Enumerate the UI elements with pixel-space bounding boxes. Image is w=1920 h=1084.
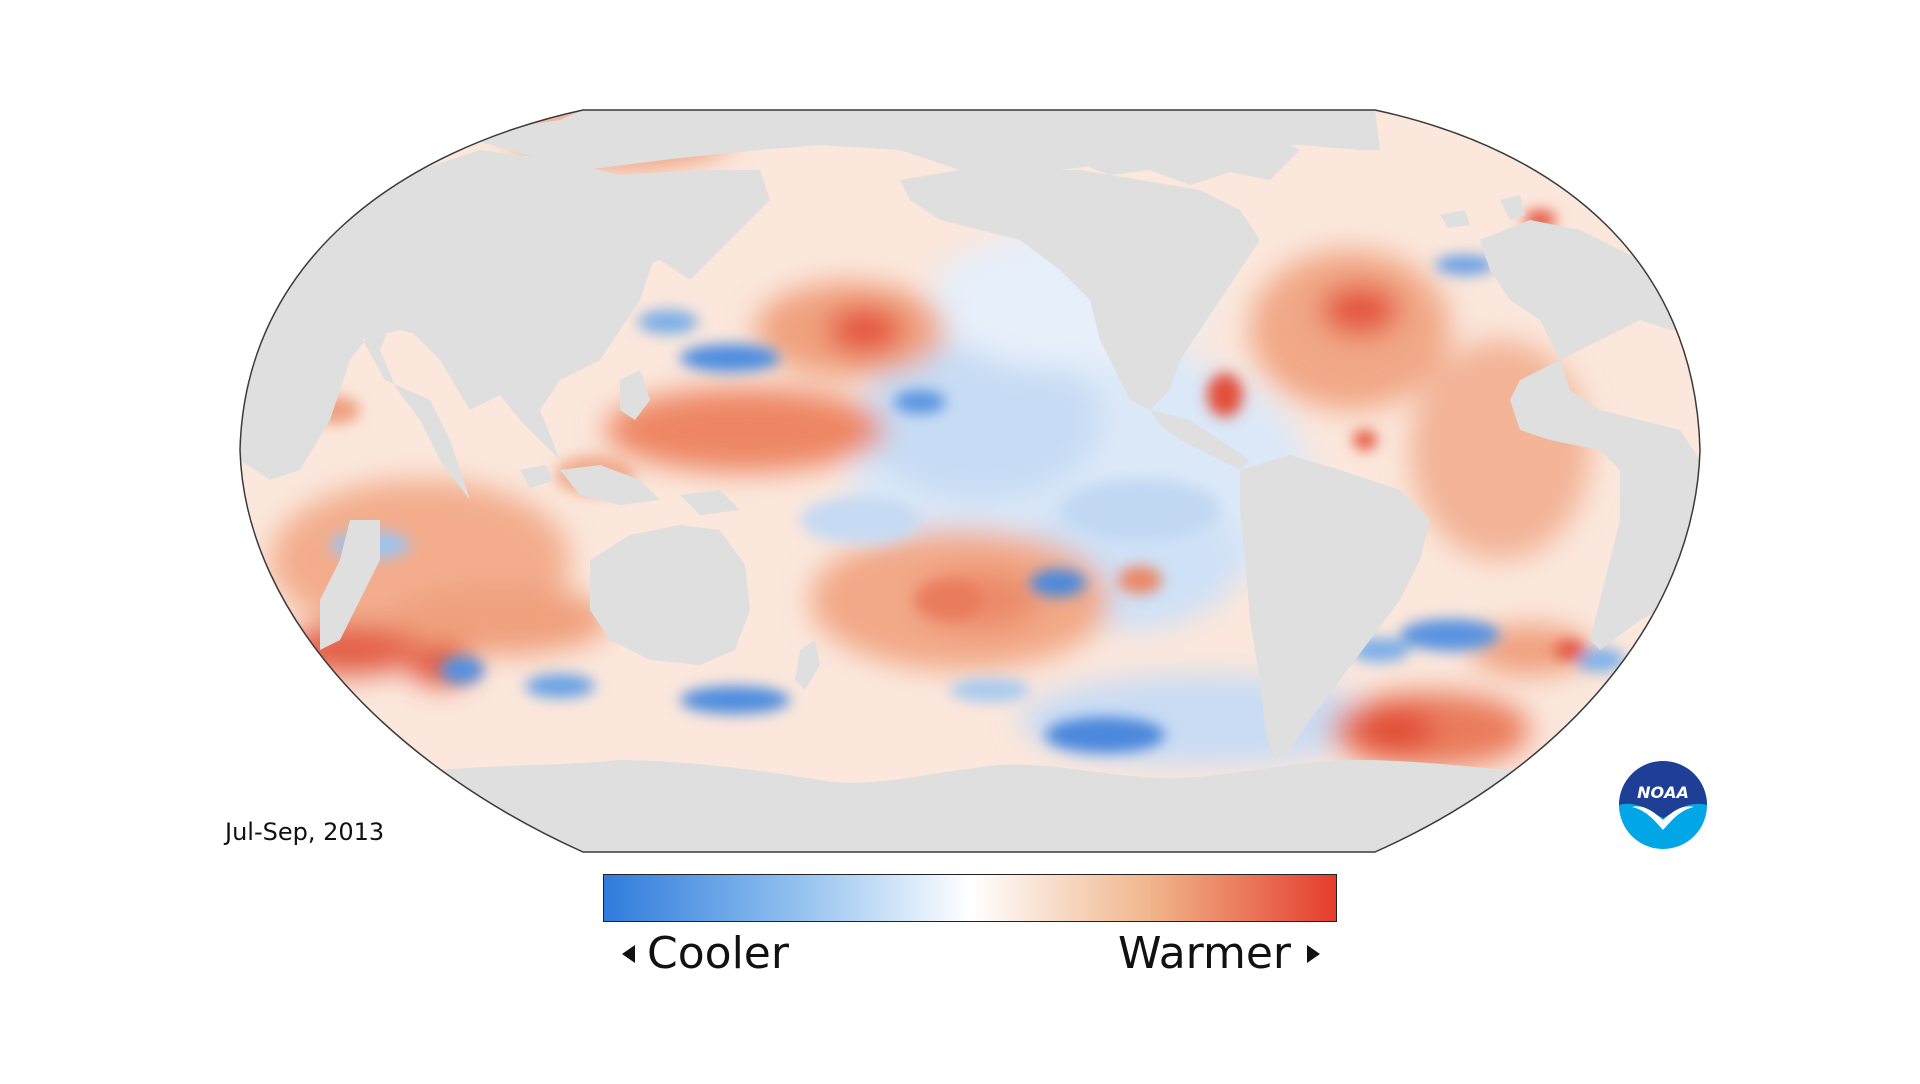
warmer-text: Warmer — [1118, 928, 1291, 979]
color-scale-bar — [603, 874, 1337, 922]
globe-area — [240, 110, 1700, 852]
anomaly-patches — [310, 210, 1625, 753]
right-triangle-icon — [1307, 945, 1320, 963]
noaa-logo-text: NOAA — [1637, 783, 1689, 802]
land-masses — [240, 110, 1700, 852]
left-triangle-icon — [622, 945, 635, 963]
noaa-logo: NOAA — [1618, 760, 1708, 850]
warmer-legend-label: Warmer — [1118, 924, 1320, 984]
cooler-text: Cooler — [647, 928, 789, 979]
cooler-legend-label: Cooler — [622, 924, 789, 984]
period-label: Jul-Sep, 2013 — [225, 818, 385, 846]
globe-outline — [239, 109, 1701, 853]
